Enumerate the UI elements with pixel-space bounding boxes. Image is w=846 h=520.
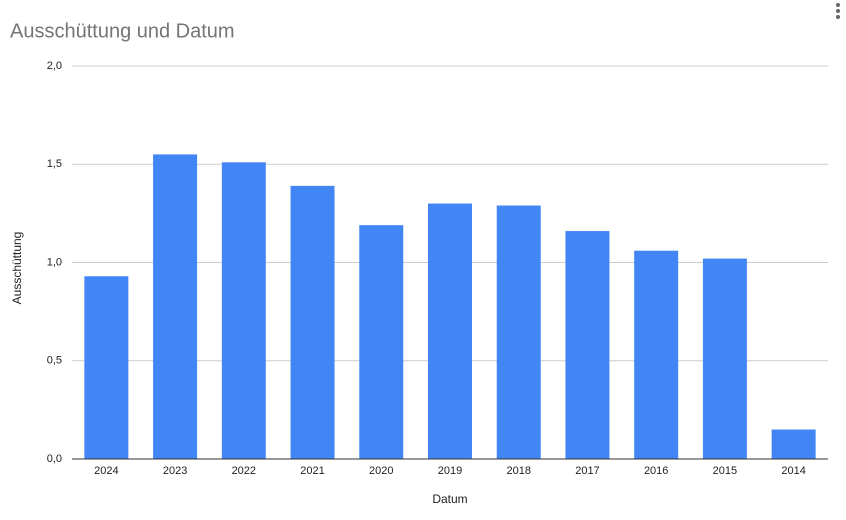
bar <box>702 258 747 459</box>
x-tick-label: 2018 <box>506 465 530 477</box>
y-axis-label: Ausschüttung <box>10 232 24 305</box>
bar <box>428 203 472 459</box>
x-tick-label: 2015 <box>713 465 737 477</box>
y-tick-label: 0,0 <box>47 453 62 465</box>
x-tick-label: 2014 <box>781 465 805 477</box>
y-tick-label: 2,0 <box>47 60 62 72</box>
bar <box>496 205 541 459</box>
bar <box>359 225 404 459</box>
y-tick-label: 0,5 <box>47 355 62 367</box>
y-tick-label: 1,0 <box>47 256 62 268</box>
bar <box>565 231 610 459</box>
bar <box>634 250 679 459</box>
x-tick-label: 2021 <box>300 465 324 477</box>
x-tick-label: 2024 <box>94 465 118 477</box>
bar <box>771 429 816 459</box>
x-tick-label: 2019 <box>438 465 462 477</box>
x-tick-label: 2020 <box>369 465 393 477</box>
x-tick-label: 2016 <box>644 465 668 477</box>
menu-dot <box>836 9 840 13</box>
menu-icon[interactable] <box>836 3 840 19</box>
x-tick-label: 2023 <box>163 465 187 477</box>
menu-dot <box>836 3 840 7</box>
y-tick-label: 1,5 <box>47 158 62 170</box>
bar <box>84 276 129 459</box>
menu-dot <box>836 15 840 19</box>
chart-title: Ausschüttung und Datum <box>10 20 235 42</box>
x-tick-label: 2022 <box>232 465 256 477</box>
bar <box>290 185 335 460</box>
x-tick-label: 2017 <box>575 465 599 477</box>
bar <box>153 154 198 460</box>
x-axis-label: Datum <box>432 492 467 506</box>
bar <box>221 162 266 459</box>
